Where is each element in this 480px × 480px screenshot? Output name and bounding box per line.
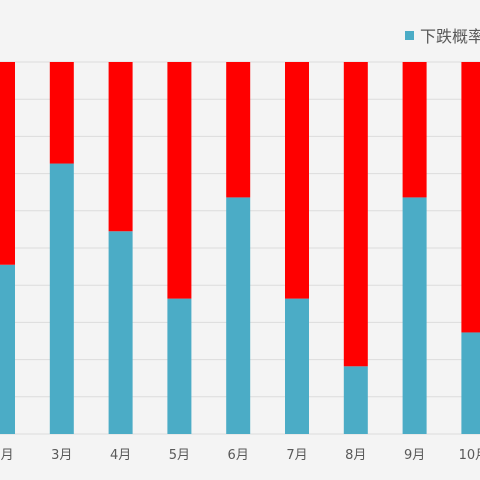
bar-decline-4 [226, 197, 251, 434]
bar-rise-8 [461, 62, 480, 333]
x-tick-label: 4月 [110, 448, 131, 463]
bar-decline-5 [285, 298, 309, 434]
bar-rise-3 [167, 62, 192, 299]
bar-decline-3 [167, 298, 192, 434]
x-tick-label: 2月 [0, 448, 14, 463]
x-tick-label: 6月 [228, 448, 249, 463]
x-tick-label: 10月 [459, 448, 480, 463]
bar-rise-5 [285, 62, 309, 299]
x-tick-label: 9月 [404, 448, 425, 463]
bar-decline-8 [461, 332, 480, 434]
bar-decline-1 [49, 163, 74, 434]
legend-label: 下跌概率 [420, 27, 480, 46]
bar-rise-4 [226, 62, 251, 198]
bar-decline-2 [108, 231, 133, 434]
bar-decline-0 [0, 264, 15, 434]
bar-rise-7 [402, 62, 427, 198]
bar-rise-2 [108, 62, 133, 232]
legend-swatch-icon [405, 30, 414, 40]
bar-rise-6 [343, 62, 368, 367]
x-tick-label: 7月 [286, 448, 307, 463]
x-tick-label: 5月 [169, 448, 190, 463]
bar-rise-0 [0, 62, 15, 265]
x-tick-label: 8月 [345, 448, 366, 463]
bar-decline-7 [402, 197, 427, 434]
x-tick-label: 3月 [51, 448, 72, 463]
bar-rise-1 [49, 62, 74, 164]
chart-legend: 下跌概率 [405, 23, 480, 47]
bar-decline-6 [343, 366, 368, 434]
